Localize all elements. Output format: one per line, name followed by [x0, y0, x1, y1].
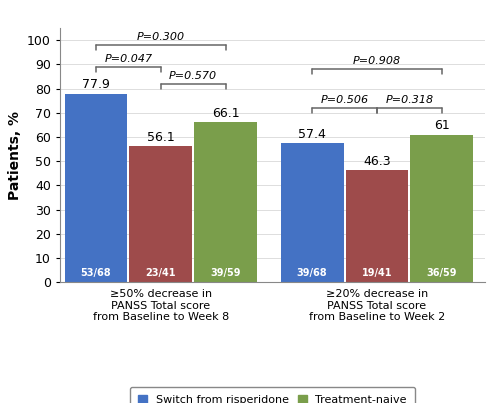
Bar	[410, 135, 473, 282]
Legend: Switch from risperidone, Switch from olanzapine, Treatment-naive: Switch from risperidone, Switch from ola…	[130, 387, 415, 403]
Bar	[346, 170, 408, 282]
Text: 61: 61	[434, 119, 450, 132]
Text: P=0.318: P=0.318	[386, 95, 434, 105]
Bar	[194, 122, 257, 282]
Text: P=0.300: P=0.300	[137, 32, 185, 42]
Text: 56.1: 56.1	[147, 131, 174, 144]
Y-axis label: Patients, %: Patients, %	[8, 111, 22, 199]
Text: 36/59: 36/59	[426, 268, 457, 278]
Text: P=0.506: P=0.506	[320, 95, 368, 105]
Text: 39/59: 39/59	[210, 268, 241, 278]
Text: 19/41: 19/41	[362, 268, 392, 278]
Text: P=0.570: P=0.570	[169, 71, 218, 81]
Text: P=0.047: P=0.047	[104, 54, 152, 64]
Bar	[130, 146, 192, 282]
Text: 39/68: 39/68	[297, 268, 328, 278]
Text: P=0.908: P=0.908	[353, 56, 401, 66]
Text: 46.3: 46.3	[363, 155, 391, 168]
Text: 57.4: 57.4	[298, 128, 326, 141]
Bar	[64, 94, 128, 282]
Text: 53/68: 53/68	[80, 268, 112, 278]
Bar	[280, 143, 344, 282]
Text: 77.9: 77.9	[82, 78, 110, 91]
Text: 23/41: 23/41	[146, 268, 176, 278]
Text: 66.1: 66.1	[212, 107, 240, 120]
